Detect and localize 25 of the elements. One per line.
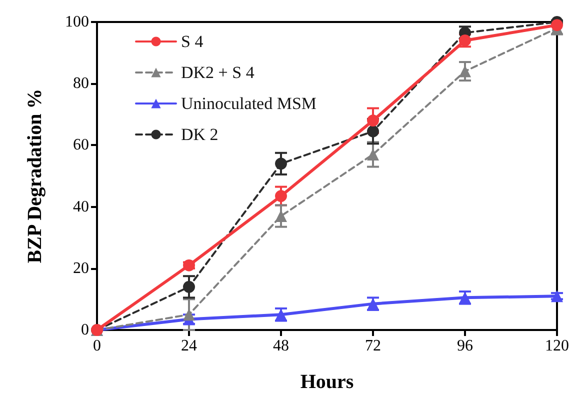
y-tick-label: 0 [81, 322, 89, 338]
legend-label: DK2 + S 4 [181, 63, 255, 82]
x-tick-label: 0 [93, 338, 101, 354]
legend-label: S 4 [181, 32, 204, 51]
point [275, 158, 287, 170]
legend-label: Uninoculated MSM [181, 94, 317, 113]
point [551, 19, 563, 32]
x-tick-label: 48 [273, 338, 289, 354]
point [367, 125, 379, 138]
x-tick-label: 120 [545, 338, 569, 354]
y-axis-title: BZP Degradation % [24, 88, 46, 264]
x-axis-title: Hours [300, 371, 354, 393]
y-tick-label: 80 [73, 75, 89, 92]
y-tick-label: 40 [73, 198, 89, 216]
y-tick-label: 100 [65, 14, 89, 30]
y-tick-label: 20 [73, 260, 89, 277]
point [183, 259, 195, 272]
point [367, 114, 379, 127]
point [183, 280, 195, 293]
x-tick-label: 24 [181, 338, 197, 354]
point [275, 190, 287, 202]
y-tick-label: 60 [73, 136, 89, 154]
x-tick-label: 72 [365, 338, 381, 354]
legend-label: DK 2 [181, 125, 218, 144]
x-tick-label: 96 [457, 338, 473, 354]
